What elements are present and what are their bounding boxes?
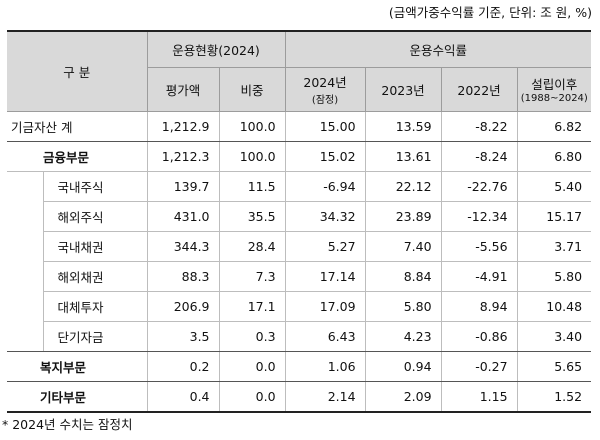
header-2024-label: 2024년	[303, 75, 347, 90]
header-value: 평가액	[146, 66, 220, 112]
cell-2023: 0.94	[364, 351, 442, 382]
cell-2022: 1.15	[440, 381, 518, 412]
fund-return-table: 구 분 운용현황(2024) 운용수익률 평가액 비중 2024년 (잠정) 20…	[7, 30, 592, 413]
cell-weight: 100.0	[218, 141, 286, 172]
cell-2023: 23.89	[364, 201, 442, 232]
cell-value: 1,212.9	[146, 111, 220, 142]
cell-value: 139.7	[146, 171, 220, 202]
cell-2023: 8.84	[364, 261, 442, 292]
cell-weight: 17.1	[218, 291, 286, 322]
cell-weight: 0.3	[218, 321, 286, 352]
table-row: 금융부문 1,212.3 100.0 15.02 13.61 -8.24 6.8…	[7, 141, 592, 172]
table-row: 기금자산 계 1,212.9 100.0 15.00 13.59 -8.22 6…	[7, 111, 592, 142]
cell-value: 3.5	[146, 321, 220, 352]
cell-weight: 28.4	[218, 231, 286, 262]
row-label: 해외채권	[42, 261, 148, 292]
row-label: 기금자산 계	[7, 111, 148, 142]
table-row: 국내주식 139.7 11.5 -6.94 22.12 -22.76 5.40	[7, 171, 592, 202]
unit-note: (금액가중수익률 기준, 단위: 조 원, %)	[388, 5, 592, 20]
cell-2023: 13.61	[364, 141, 442, 172]
cell-since: 6.82	[516, 111, 592, 142]
cell-2022: -22.76	[440, 171, 518, 202]
cell-2022: -5.56	[440, 231, 518, 262]
cell-2024: 5.27	[284, 231, 366, 262]
cell-since: 6.80	[516, 141, 592, 172]
header-2024-sub: (잠정)	[311, 95, 339, 106]
cell-value: 0.2	[146, 351, 220, 382]
cell-2024: 17.09	[284, 291, 366, 322]
row-label: 복지부문	[7, 351, 148, 382]
cell-weight: 35.5	[218, 201, 286, 232]
cell-2022: 8.94	[440, 291, 518, 322]
cell-2024: 15.00	[284, 111, 366, 142]
cell-2024: 34.32	[284, 201, 366, 232]
table-row: 해외주식 431.0 35.5 34.32 23.89 -12.34 15.17	[7, 201, 592, 232]
header-status-group: 운용현황(2024)	[146, 30, 286, 68]
row-label: 금융부문	[7, 141, 148, 172]
cell-2023: 13.59	[364, 111, 442, 142]
row-label: 국내채권	[42, 231, 148, 262]
table-row: 국내채권 344.3 28.4 5.27 7.40 -5.56 3.71	[7, 231, 592, 262]
cell-2022: -8.24	[440, 141, 518, 172]
cell-value: 0.4	[146, 381, 220, 412]
row-label: 대체투자	[42, 291, 148, 322]
cell-weight: 0.0	[218, 351, 286, 382]
cell-value: 344.3	[146, 231, 220, 262]
table-row: 해외채권 88.3 7.3 17.14 8.84 -4.91 5.80	[7, 261, 592, 292]
cell-2024: 1.06	[284, 351, 366, 382]
cell-since: 5.40	[516, 171, 592, 202]
cell-2024: 2.14	[284, 381, 366, 412]
cell-2023: 4.23	[364, 321, 442, 352]
cell-weight: 100.0	[218, 111, 286, 142]
row-label: 국내주식	[42, 171, 148, 202]
header-return-group: 운용수익률	[284, 30, 592, 68]
cell-since: 3.71	[516, 231, 592, 262]
cell-2023: 7.40	[364, 231, 442, 262]
cell-weight: 7.3	[218, 261, 286, 292]
header-2023: 2023년	[364, 66, 442, 112]
table-row: 대체투자 206.9 17.1 17.09 5.80 8.94 10.48	[7, 291, 592, 322]
header-weight: 비중	[218, 66, 286, 112]
cell-since: 5.65	[516, 351, 592, 382]
header-category: 구 분	[7, 30, 148, 112]
cell-since: 10.48	[516, 291, 592, 322]
cell-2022: -4.91	[440, 261, 518, 292]
table-row: 복지부문 0.2 0.0 1.06 0.94 -0.27 5.65	[7, 351, 592, 382]
cell-2024: 6.43	[284, 321, 366, 352]
cell-2024: 17.14	[284, 261, 366, 292]
cell-2023: 2.09	[364, 381, 442, 412]
cell-since: 3.40	[516, 321, 592, 352]
header-since: 설립이후 (1988~2024)	[516, 66, 592, 112]
cell-2023: 22.12	[364, 171, 442, 202]
cell-2024: -6.94	[284, 171, 366, 202]
table-row: 기타부문 0.4 0.0 2.14 2.09 1.15 1.52	[7, 381, 592, 412]
cell-2022: -12.34	[440, 201, 518, 232]
cell-value: 1,212.3	[146, 141, 220, 172]
cell-value: 206.9	[146, 291, 220, 322]
header-since-label: 설립이후	[531, 77, 578, 92]
row-label: 단기자금	[42, 321, 148, 352]
cell-value: 431.0	[146, 201, 220, 232]
cell-2022: -0.86	[440, 321, 518, 352]
cell-since: 15.17	[516, 201, 592, 232]
cell-2024: 15.02	[284, 141, 366, 172]
cell-since: 1.52	[516, 381, 592, 412]
table-row: 단기자금 3.5 0.3 6.43 4.23 -0.86 3.40	[7, 321, 592, 352]
cell-weight: 0.0	[218, 381, 286, 412]
footnote: * 2024년 수치는 잠정치	[2, 417, 133, 432]
row-label: 기타부문	[40, 389, 87, 405]
header-2022: 2022년	[440, 66, 518, 112]
header-2024: 2024년 (잠정)	[284, 66, 366, 112]
cell-weight: 11.5	[218, 171, 286, 202]
cell-value: 88.3	[146, 261, 220, 292]
header-since-sub: (1988~2024)	[520, 93, 588, 104]
cell-since: 5.80	[516, 261, 592, 292]
cell-2022: -0.27	[440, 351, 518, 382]
cell-2023: 5.80	[364, 291, 442, 322]
cell-2022: -8.22	[440, 111, 518, 142]
row-label: 해외주식	[42, 201, 148, 232]
